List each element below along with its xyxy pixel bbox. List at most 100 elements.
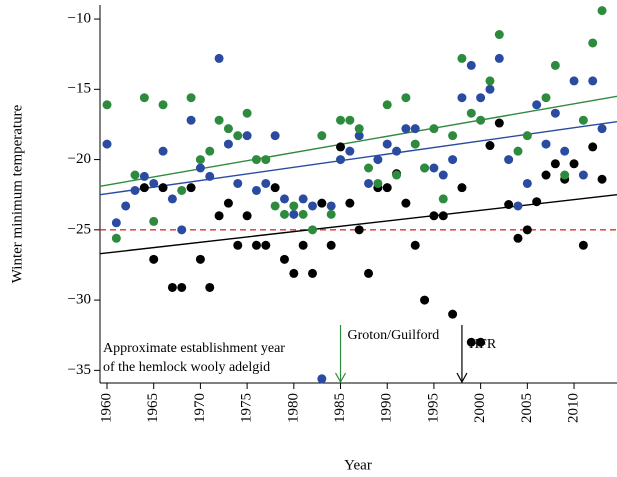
data-point: [485, 141, 495, 151]
data-point: [261, 155, 271, 165]
data-point: [494, 30, 504, 40]
data-point: [289, 209, 299, 219]
data-point: [205, 146, 215, 156]
data-point: [307, 225, 317, 235]
data-point: [177, 282, 187, 292]
data-point: [345, 115, 355, 125]
data-point: [251, 240, 261, 250]
data-point: [373, 178, 383, 188]
data-point: [550, 159, 560, 169]
data-point: [139, 93, 149, 103]
data-point: [158, 146, 168, 156]
data-point: [392, 170, 402, 180]
data-point: [466, 108, 476, 118]
data-point: [270, 183, 280, 193]
y-tick-label: −25: [68, 221, 91, 237]
data-point: [336, 115, 346, 125]
data-point: [485, 84, 495, 94]
x-tick-label: 1975: [239, 393, 255, 423]
trend-line: [99, 194, 617, 255]
data-point: [186, 115, 196, 125]
data-point: [233, 240, 243, 250]
data-point: [214, 53, 224, 63]
y-tick-label: −20: [68, 151, 91, 167]
data-point: [541, 170, 551, 180]
data-point: [345, 146, 355, 156]
data-point: [336, 142, 346, 152]
data-point: [139, 183, 149, 193]
data-point: [560, 146, 570, 156]
data-point: [177, 185, 187, 195]
data-point: [485, 76, 495, 86]
x-axis-label: Year: [344, 457, 372, 473]
data-point: [532, 100, 542, 110]
data-point: [158, 100, 168, 110]
data-point: [177, 225, 187, 235]
data-point: [130, 170, 140, 180]
data-point: [167, 282, 177, 292]
trend-line: [99, 95, 617, 187]
data-point: [317, 198, 327, 208]
data-point: [420, 295, 430, 305]
data-point: [522, 131, 532, 141]
data-point: [401, 93, 411, 103]
data-point: [382, 100, 392, 110]
annotation: of the hemlock wooly adelgid: [103, 360, 270, 375]
data-point: [578, 115, 588, 125]
data-point: [149, 178, 159, 188]
data-point: [588, 38, 598, 48]
data-point: [214, 211, 224, 221]
data-point: [466, 337, 476, 347]
data-point: [429, 163, 439, 173]
data-point: [261, 240, 271, 250]
data-point: [326, 240, 336, 250]
data-point: [139, 171, 149, 181]
data-point: [476, 115, 486, 125]
data-point: [149, 254, 159, 264]
annotation: Groton/Guilford: [348, 328, 440, 343]
data-point: [261, 178, 271, 188]
data-point: [354, 124, 364, 134]
x-tick-label: 1995: [425, 393, 441, 423]
x-tick-label: 2005: [519, 393, 535, 423]
data-point: [513, 146, 523, 156]
data-point: [401, 124, 411, 134]
annotation: HFR: [469, 337, 497, 352]
data-point: [354, 131, 364, 141]
data-point: [466, 60, 476, 70]
data-point: [205, 282, 215, 292]
data-point: [513, 233, 523, 243]
annotation: Approximate establishment year: [103, 341, 285, 356]
data-point: [242, 211, 252, 221]
x-tick-label: 1960: [98, 393, 114, 423]
data-point: [457, 53, 467, 63]
data-point: [560, 170, 570, 180]
data-point: [550, 108, 560, 118]
data-point: [195, 254, 205, 264]
data-point: [550, 60, 560, 70]
data-point: [364, 268, 374, 278]
data-point: [578, 170, 588, 180]
data-point: [158, 183, 168, 193]
data-point: [270, 201, 280, 211]
data-point: [457, 183, 467, 193]
data-point: [494, 53, 504, 63]
data-point: [382, 183, 392, 193]
data-point: [195, 155, 205, 165]
data-point: [476, 93, 486, 103]
data-point: [504, 155, 514, 165]
x-tick-label: 1985: [332, 393, 348, 423]
arrow-head: [334, 372, 347, 384]
data-point: [242, 108, 252, 118]
data-point: [223, 124, 233, 134]
data-point: [438, 170, 448, 180]
data-point: [401, 198, 411, 208]
data-point: [476, 337, 486, 347]
x-tick-label: 1965: [145, 393, 161, 423]
data-point: [392, 146, 402, 156]
data-point: [251, 155, 261, 165]
data-point: [167, 194, 177, 204]
data-point: [364, 163, 374, 173]
data-point: [522, 225, 532, 235]
